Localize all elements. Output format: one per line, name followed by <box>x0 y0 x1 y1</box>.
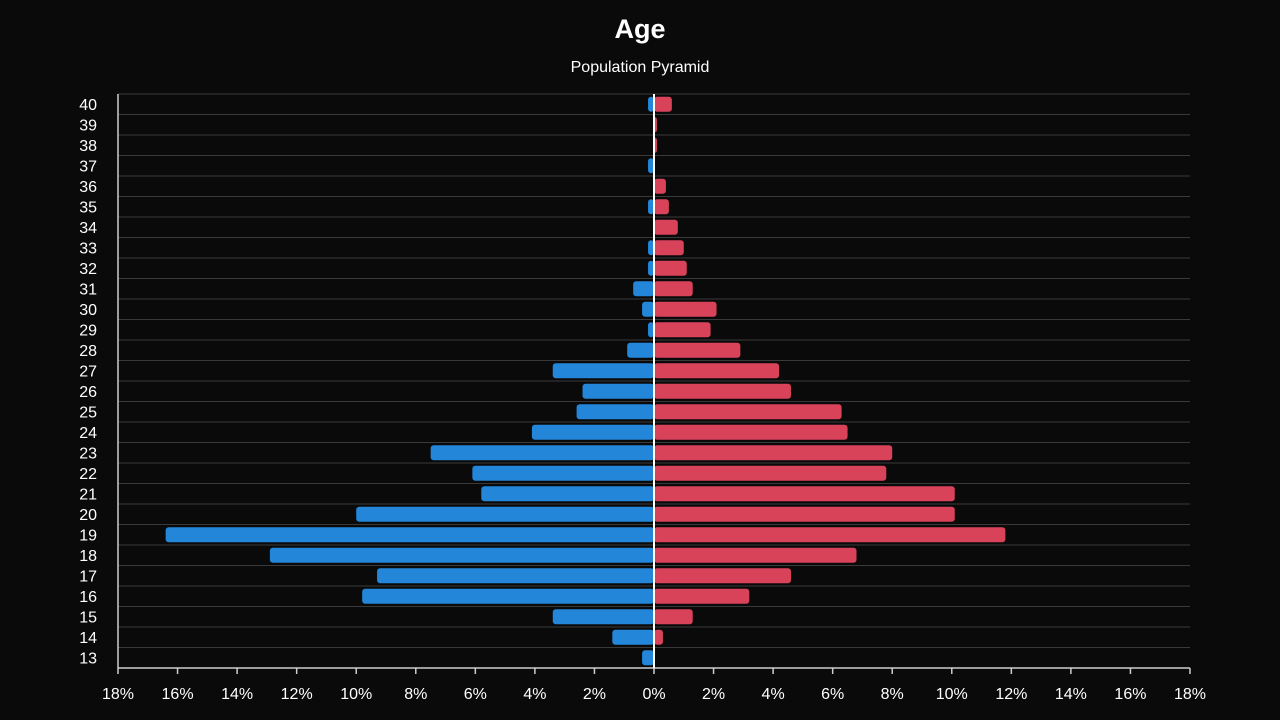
x-tick-label: 6% <box>821 686 844 703</box>
y-tick-label: 36 <box>79 179 97 196</box>
bar-right <box>654 363 780 379</box>
y-tick-label: 30 <box>79 302 97 319</box>
x-tick-label: 6% <box>464 686 487 703</box>
bar-right <box>654 240 684 256</box>
bar-left <box>612 629 654 645</box>
bar-right <box>654 629 663 645</box>
bar-right <box>654 199 669 215</box>
y-tick-label: 35 <box>79 199 97 216</box>
y-tick-label: 32 <box>79 261 97 278</box>
y-tick-label: 21 <box>79 486 97 503</box>
bar-right <box>654 219 678 235</box>
bar-left <box>648 158 654 174</box>
bar-left <box>633 281 654 297</box>
bar-left <box>356 506 654 522</box>
bar-left <box>377 568 654 584</box>
bar-left <box>576 404 654 420</box>
y-tick-label: 25 <box>79 404 97 421</box>
y-tick-label: 39 <box>79 117 97 134</box>
bar-right <box>654 445 893 461</box>
bar-right <box>654 383 791 399</box>
bar-left <box>642 301 654 317</box>
y-tick-label: 26 <box>79 384 97 401</box>
bar-right <box>654 588 750 604</box>
y-tick-label: 20 <box>79 507 97 524</box>
x-tick-label: 16% <box>1114 686 1146 703</box>
y-tick-label: 38 <box>79 138 97 155</box>
chart-subtitle: Population Pyramid <box>570 59 710 76</box>
bar-right <box>654 547 857 563</box>
x-tick-label: 8% <box>881 686 904 703</box>
y-tick-label: 27 <box>79 363 97 380</box>
bar-right <box>654 301 717 317</box>
bar-left <box>472 465 654 481</box>
x-tick-label: 18% <box>102 686 134 703</box>
chart-title: Age <box>614 14 666 44</box>
bar-left <box>362 588 654 604</box>
bar-left <box>269 547 654 563</box>
bar-left <box>642 650 654 666</box>
y-tick-label: 23 <box>79 445 97 462</box>
bar-right <box>654 178 666 194</box>
x-tick-label: 18% <box>1174 686 1206 703</box>
x-tick-label: 10% <box>340 686 372 703</box>
bar-right <box>654 260 687 276</box>
bar-left <box>165 527 654 543</box>
x-tick-label: 16% <box>162 686 194 703</box>
x-tick-label: 0% <box>642 686 665 703</box>
y-tick-label: 13 <box>79 650 97 667</box>
y-tick-label: 31 <box>79 281 97 298</box>
y-tick-label: 17 <box>79 568 97 585</box>
y-tick-label: 14 <box>79 630 97 647</box>
bar-right <box>654 322 711 338</box>
bar-right <box>654 96 672 112</box>
y-tick-label: 28 <box>79 343 97 360</box>
y-tick-label: 34 <box>79 220 97 237</box>
bar-left <box>648 96 654 112</box>
bar-right <box>654 465 887 481</box>
y-tick-label: 37 <box>79 158 97 175</box>
bar-left <box>648 199 654 215</box>
bar-right <box>654 404 842 420</box>
y-tick-label: 29 <box>79 322 97 339</box>
y-tick-label: 19 <box>79 527 97 544</box>
bar-left <box>430 445 654 461</box>
bar-left <box>648 260 654 276</box>
bar-left <box>552 609 654 625</box>
bar-left <box>552 363 654 379</box>
bar-left <box>481 486 654 502</box>
bar-right <box>654 527 1006 543</box>
x-tick-label: 12% <box>995 686 1027 703</box>
y-tick-label: 22 <box>79 466 97 483</box>
bar-left <box>531 424 654 440</box>
y-tick-label: 24 <box>79 425 97 442</box>
x-tick-label: 14% <box>221 686 253 703</box>
bar-right <box>654 609 693 625</box>
bar-right <box>654 486 955 502</box>
bar-left <box>648 322 654 338</box>
bar-right <box>654 342 741 358</box>
bar-right <box>654 281 693 297</box>
x-tick-label: 10% <box>936 686 968 703</box>
bar-right <box>654 424 848 440</box>
bar-right <box>654 506 955 522</box>
x-tick-label: 12% <box>281 686 313 703</box>
x-tick-label: 8% <box>404 686 427 703</box>
y-tick-label: 16 <box>79 589 97 606</box>
y-tick-label: 40 <box>79 97 97 114</box>
x-tick-label: 4% <box>762 686 785 703</box>
y-tick-label: 18 <box>79 548 97 565</box>
x-tick-label: 2% <box>702 686 725 703</box>
bar-left <box>648 240 654 256</box>
x-tick-label: 4% <box>523 686 546 703</box>
x-tick-label: 14% <box>1055 686 1087 703</box>
bar-left <box>627 342 654 358</box>
bar-left <box>582 383 654 399</box>
bar-right <box>654 568 791 584</box>
y-tick-label: 15 <box>79 609 97 626</box>
y-tick-label: 33 <box>79 240 97 257</box>
x-tick-label: 2% <box>583 686 606 703</box>
